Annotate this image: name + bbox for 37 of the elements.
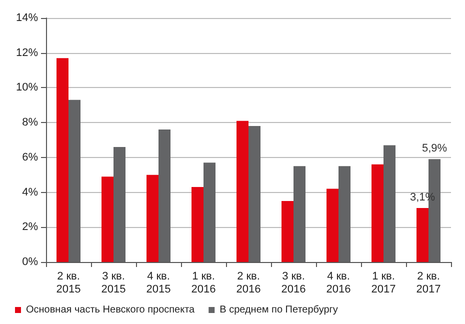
bar [192, 187, 204, 262]
bar [372, 164, 384, 262]
x-tick-label: 1 кв. 2016 [191, 270, 216, 296]
x-tick-label: 2 кв. 2016 [236, 270, 261, 296]
legend-label: Основная часть Невского проспекта [26, 304, 196, 316]
data-label: 5,9% [422, 142, 448, 155]
bar [102, 176, 114, 262]
bar [248, 126, 260, 262]
y-tick-label: 2% [22, 221, 38, 234]
bar [236, 120, 248, 262]
x-tick-label: 4 кв. 2016 [326, 270, 351, 296]
bar [294, 166, 306, 262]
bar [326, 188, 338, 262]
y-tick-label: 12% [16, 46, 38, 59]
bar [68, 100, 80, 262]
x-tick-label: 4 кв. 2015 [146, 270, 171, 296]
bar [282, 201, 294, 262]
y-tick-label: 0% [22, 256, 38, 268]
y-tick-label: 14% [16, 12, 38, 24]
bar [158, 130, 170, 262]
x-tick-label: 2 кв. 2017 [416, 270, 441, 296]
bar [384, 145, 396, 262]
x-tick-label: 3 кв. 2015 [101, 270, 126, 296]
bar [114, 146, 126, 262]
x-tick-label: 1 кв. 2017 [371, 270, 396, 296]
y-tick-label: 10% [16, 82, 38, 94]
bar [338, 166, 350, 262]
x-tick-label: 2 кв. 2015 [56, 270, 81, 296]
bar [146, 174, 158, 262]
y-tick-label: 6% [22, 151, 38, 164]
y-tick-label: 4% [22, 186, 38, 198]
y-tick-label: 8% [22, 116, 38, 129]
bar [416, 208, 428, 262]
bar [56, 58, 68, 262]
x-tick-label: 3 кв. 2016 [281, 270, 306, 296]
bar [204, 162, 216, 262]
legend-label: В среднем по Петербургу [220, 304, 338, 316]
